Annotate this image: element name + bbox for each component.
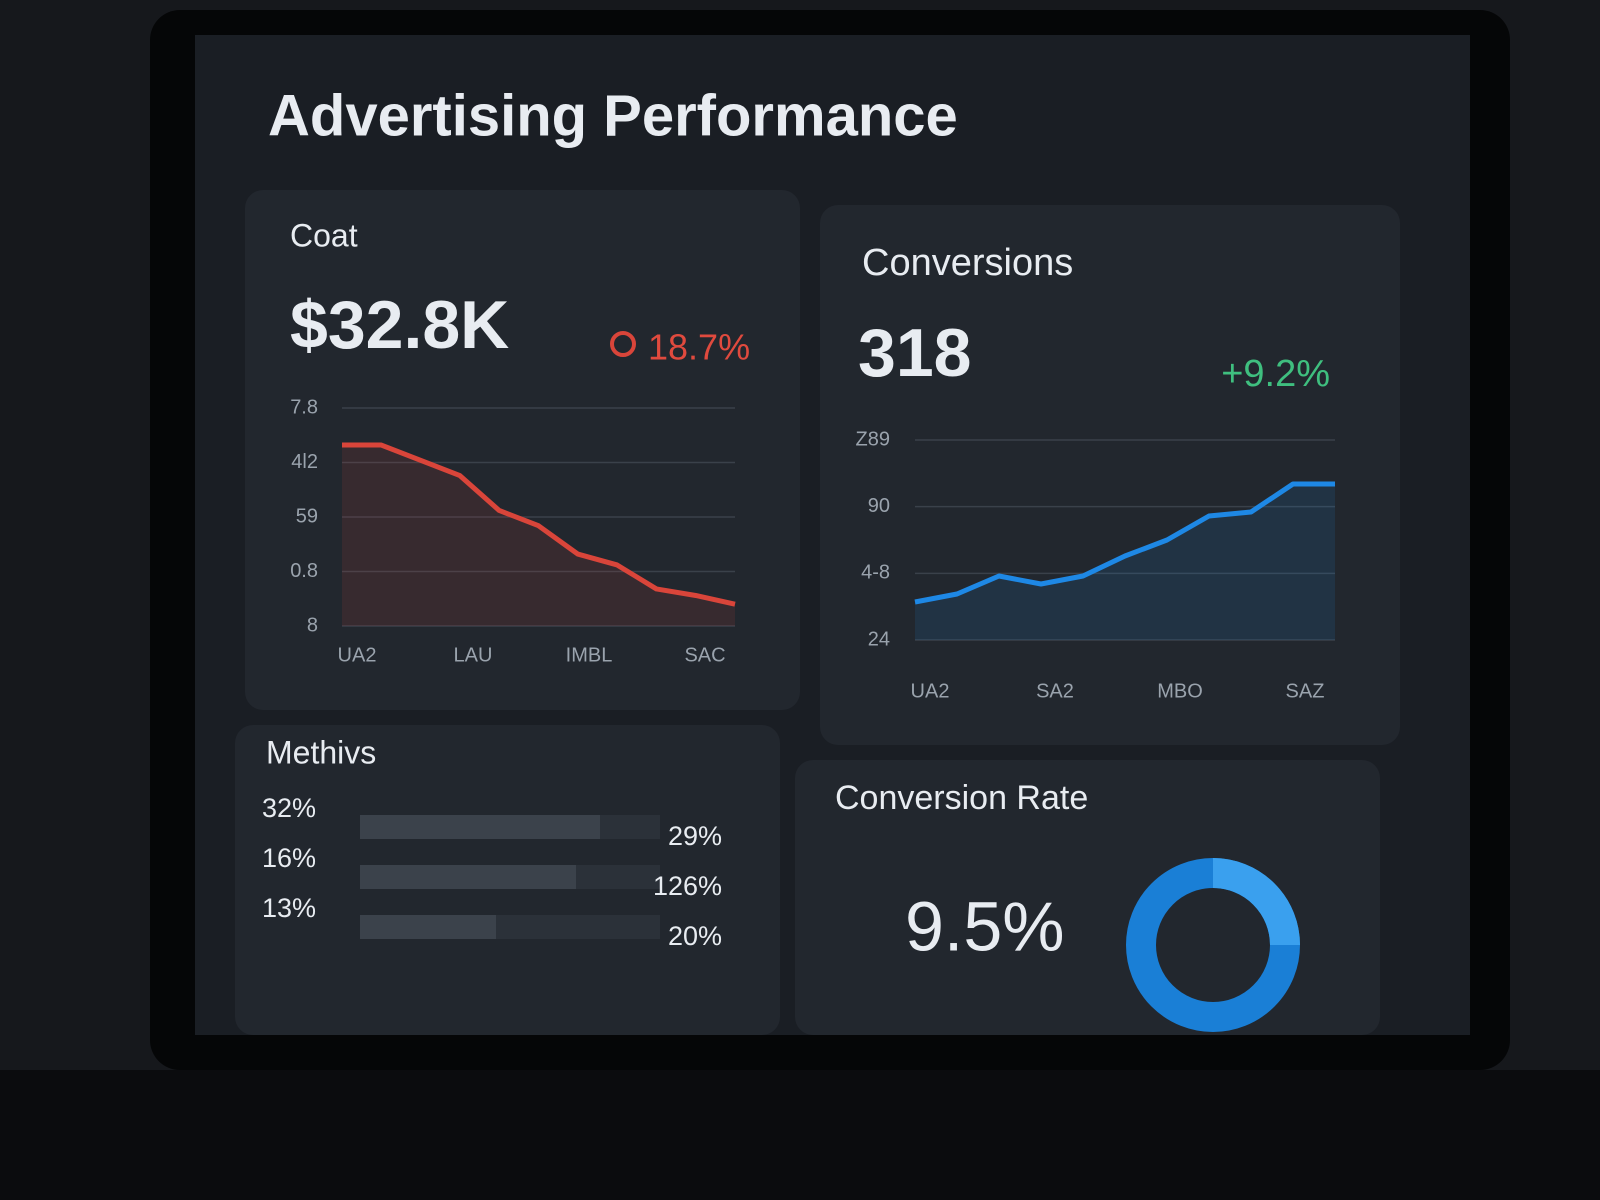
x-tick-label: SAZ (1286, 680, 1325, 702)
card (820, 205, 1400, 745)
keyboard (0, 1070, 1600, 1200)
y-tick-label: 8 (307, 614, 318, 636)
card-title: Conversion Rate (835, 779, 1088, 817)
x-tick-label: IMBL (566, 644, 613, 666)
line (342, 442, 736, 607)
row-value: 126% (653, 871, 722, 901)
x-tick-label: UA2 (338, 644, 377, 666)
card-title: Methivs (266, 734, 376, 770)
x-tick-label: UA2 (911, 680, 950, 702)
kpi-value: $32.8K (290, 287, 509, 363)
kpi-change: 18.7% (648, 327, 750, 368)
bar (360, 815, 600, 839)
line (914, 481, 1335, 605)
y-tick-label: Z89 (856, 428, 890, 450)
y-tick-label: 90 (868, 495, 890, 517)
line-area (342, 445, 735, 626)
x-tick-label: LAU (454, 644, 493, 666)
y-tick-label: 7.8 (290, 396, 318, 418)
y-tick-label: 0.8 (290, 560, 318, 582)
kpi-change: +9.2% (1221, 353, 1330, 395)
y-tick-label: 59 (296, 505, 318, 527)
donut-highlight (1212, 858, 1300, 946)
x-tick-label: SAC (684, 644, 725, 666)
line-area (915, 484, 1335, 640)
y-tick-label: 24 (868, 628, 890, 650)
bar (360, 865, 576, 889)
row-label: 32% (262, 793, 316, 823)
bar (360, 915, 496, 939)
kpi-value: 318 (858, 315, 971, 391)
card (795, 760, 1380, 1035)
y-tick-label: 4-8 (861, 562, 890, 584)
row-value: 20% (668, 921, 722, 951)
x-tick-label: SA2 (1036, 680, 1074, 702)
card (245, 190, 800, 710)
row-value: 29% (668, 821, 722, 851)
kpi-value: 9.5% (905, 887, 1065, 965)
change-icon (610, 331, 636, 357)
card-title: Coat (290, 217, 358, 253)
page-title: Advertising Performance (268, 83, 958, 148)
y-tick-label: 4l2 (291, 451, 318, 473)
x-tick-label: MBO (1157, 680, 1203, 702)
row-label: 16% (262, 843, 316, 873)
card-title: Conversions (862, 242, 1073, 284)
row-label: 13% (262, 893, 316, 923)
